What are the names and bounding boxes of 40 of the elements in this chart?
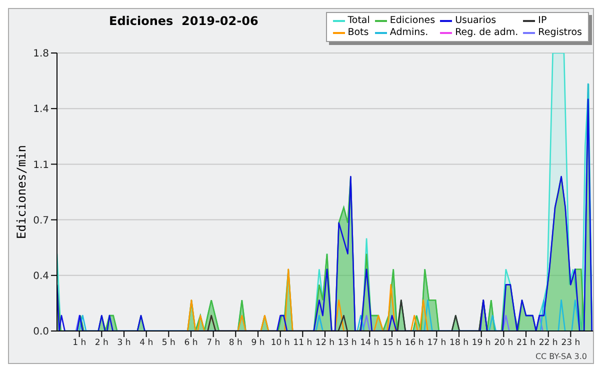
- x-tick-label: 8 h: [228, 338, 242, 348]
- x-tick-label: 3 h: [117, 338, 131, 348]
- x-tick-label: 1 h: [72, 338, 86, 348]
- y-tick-label: 1.1: [33, 160, 49, 171]
- x-tick-label: 4 h: [140, 338, 154, 348]
- x-tick-label: 23 h: [561, 338, 580, 348]
- x-tick-label: 11 h: [293, 338, 312, 348]
- x-tick-label: 19 h: [472, 338, 491, 348]
- y-tick-label: 1.4: [33, 104, 49, 116]
- y-tick-label: 0.7: [33, 215, 49, 226]
- chart-title: Ediciones 2019-02-06: [109, 14, 258, 28]
- text: CC BY-SA 3.0: [535, 352, 587, 361]
- legend-label: Registros: [538, 27, 582, 39]
- y-tick-label: 0.4: [33, 270, 49, 282]
- legend-label: Usuarios: [455, 15, 496, 27]
- x-tick-label: 12 h: [316, 338, 334, 348]
- x-tick-label: 9 h: [251, 338, 265, 348]
- x-tick-label: 14 h: [360, 338, 380, 348]
- x-tick-label: 16 h: [404, 338, 424, 348]
- y-axis-title: Ediciones/min: [14, 145, 28, 239]
- x-tick-label: 18 h: [450, 338, 468, 348]
- y-tick-label: 0.0: [33, 326, 49, 338]
- x-tick-label: 7 h: [206, 338, 220, 348]
- legend-label: Ediciones: [390, 15, 436, 27]
- legend-label: Total: [348, 15, 370, 27]
- x-tick-label: 6 h: [184, 338, 198, 348]
- legend-label: IP: [538, 15, 547, 27]
- legend-label: Admins.: [390, 27, 428, 39]
- x-tick-label: 21 h: [516, 338, 536, 348]
- legend-label: Reg. de adm.: [455, 27, 518, 39]
- legend-label: Bots: [348, 27, 369, 39]
- x-tick-label: 15 h: [382, 338, 402, 348]
- x-tick-label: 20 h: [494, 338, 514, 348]
- x-tick-label: 5 h: [162, 338, 176, 348]
- x-tick-label: 22 h: [538, 338, 558, 348]
- y-tick-label: 1.8: [33, 48, 49, 60]
- x-tick-label: 2 h: [94, 338, 108, 348]
- x-tick-label: 13 h: [338, 338, 357, 348]
- x-tick-label: 10 h: [270, 338, 290, 348]
- x-tick-label: 17 h: [427, 338, 446, 348]
